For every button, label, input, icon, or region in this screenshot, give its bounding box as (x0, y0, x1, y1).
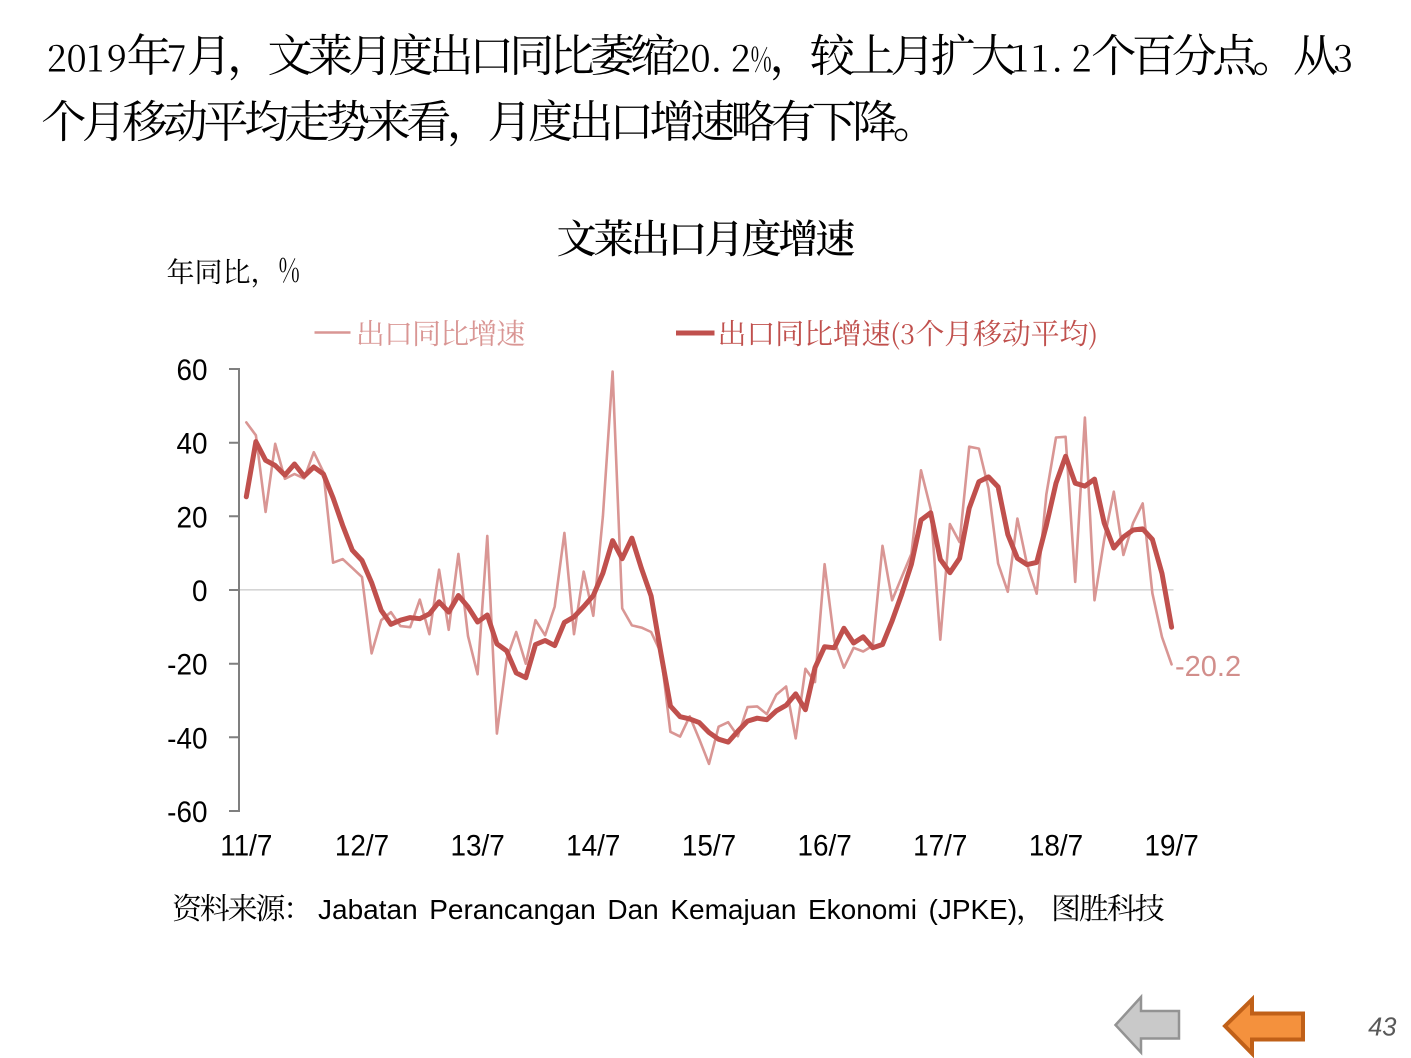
svg-text:60: 60 (176, 354, 207, 387)
svg-text:15/7: 15/7 (682, 830, 736, 863)
svg-text:18/7: 18/7 (1029, 830, 1083, 863)
svg-text:Jabatan Perancangan Dan Kemaju: Jabatan Perancangan Dan Kemajuan Ekonomi… (318, 894, 1017, 925)
svg-text:13/7: 13/7 (450, 830, 504, 863)
svg-text:40: 40 (176, 428, 207, 461)
svg-text:17/7: 17/7 (913, 830, 967, 863)
svg-text:20: 20 (176, 501, 207, 534)
svg-text:-40: -40 (167, 722, 207, 755)
svg-text:16/7: 16/7 (797, 830, 851, 863)
svg-text:-20.2: -20.2 (1175, 651, 1241, 683)
svg-text:14/7: 14/7 (566, 830, 620, 863)
svg-text:12/7: 12/7 (335, 830, 389, 863)
svg-text:19/7: 19/7 (1144, 830, 1198, 863)
svg-text:0: 0 (192, 575, 208, 608)
svg-text:11/7: 11/7 (220, 830, 272, 863)
svg-text:43: 43 (1368, 1014, 1396, 1042)
svg-text:-60: -60 (167, 796, 207, 829)
svg-text:-20: -20 (167, 649, 207, 682)
